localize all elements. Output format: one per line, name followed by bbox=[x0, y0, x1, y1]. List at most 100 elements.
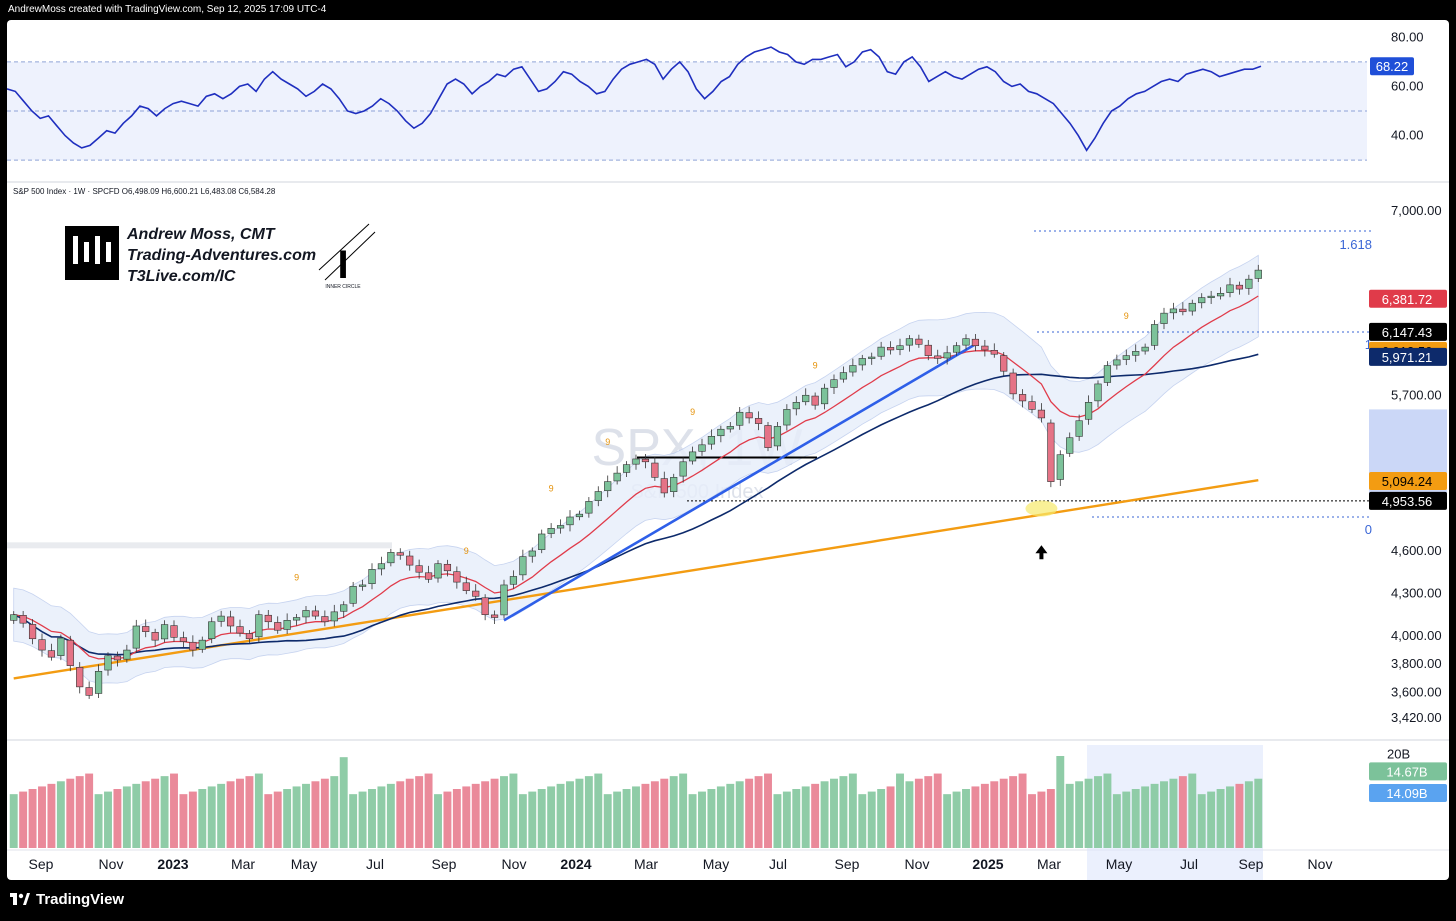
candle-body bbox=[453, 571, 461, 583]
candle-body bbox=[321, 616, 329, 623]
candle-body bbox=[38, 639, 46, 651]
volume-bar bbox=[141, 781, 150, 848]
time-axis-label: Nov bbox=[905, 856, 930, 872]
candle-body bbox=[10, 614, 18, 621]
candle-body bbox=[811, 395, 819, 406]
candle-body bbox=[622, 464, 631, 473]
candle-body bbox=[556, 525, 565, 529]
candle-body bbox=[387, 552, 395, 564]
candle-body bbox=[1009, 372, 1017, 395]
volume-bar bbox=[358, 791, 367, 848]
volume-bar bbox=[28, 789, 37, 848]
candle-body bbox=[1216, 293, 1225, 297]
volume-bar bbox=[660, 778, 669, 848]
candle-body bbox=[783, 409, 791, 426]
time-axis-label: Jul bbox=[1180, 856, 1198, 872]
candle-body bbox=[170, 625, 178, 638]
tradingview-logo[interactable]: TradingView bbox=[10, 891, 124, 908]
volume-bar bbox=[990, 781, 999, 848]
volume-bar bbox=[1094, 776, 1102, 848]
volume-bar bbox=[170, 773, 178, 848]
volume-bar bbox=[415, 776, 424, 848]
candle-body bbox=[830, 379, 838, 388]
volume-bar bbox=[47, 783, 56, 848]
candle-body bbox=[349, 586, 357, 604]
volume-bar bbox=[735, 781, 744, 848]
symbol-ohlc-line: S&P 500 Index · 1W · SPCFD O6,498.09 H6,… bbox=[13, 187, 275, 196]
volume-bars bbox=[9, 756, 1263, 848]
volume-bar bbox=[679, 773, 688, 848]
volume-bar bbox=[386, 783, 395, 848]
ohlc-low: L6,483.08 bbox=[200, 187, 237, 196]
price-tick-label: 7,000.00 bbox=[1391, 203, 1442, 218]
candle-body bbox=[915, 338, 923, 345]
time-axis-label: Nov bbox=[1308, 856, 1333, 872]
volume-bar bbox=[632, 786, 640, 848]
price-tick-label: 3,420.00 bbox=[1391, 710, 1442, 725]
volume-bar bbox=[1009, 776, 1018, 848]
time-axis-label: Mar bbox=[1037, 856, 1061, 872]
candle-body bbox=[670, 477, 678, 492]
time-axis-label: May bbox=[1106, 856, 1132, 872]
candle-body bbox=[736, 411, 744, 426]
candle-body bbox=[490, 614, 499, 618]
candle-body bbox=[472, 590, 480, 597]
time-axis-label: Sep bbox=[29, 856, 54, 872]
volume-label-badge bbox=[1369, 762, 1447, 781]
price-label-text: 5,971.21 bbox=[1382, 350, 1433, 365]
candle-body bbox=[698, 444, 706, 452]
candle-body bbox=[632, 458, 640, 465]
footer-bar: TradingView bbox=[0, 880, 1456, 921]
candle-body bbox=[886, 347, 895, 351]
candle-body bbox=[1188, 302, 1196, 312]
ohlc-high: H6,600.21 bbox=[161, 187, 199, 196]
volume-bar bbox=[1207, 791, 1216, 848]
volume-bar bbox=[547, 786, 556, 848]
candle-body bbox=[679, 461, 687, 477]
volume-bar bbox=[1046, 789, 1055, 848]
candle-body bbox=[1084, 402, 1093, 420]
volume-bar bbox=[603, 794, 612, 848]
volume-bar bbox=[1075, 781, 1084, 848]
author-logo-candle bbox=[106, 242, 111, 262]
sequential-count-label: 9 bbox=[813, 360, 818, 370]
candle-body bbox=[802, 394, 810, 403]
volume-bar bbox=[217, 783, 226, 848]
candle-body bbox=[443, 563, 452, 572]
sma-30-line bbox=[13, 353, 1259, 656]
rsi-tick-label: 60.00 bbox=[1391, 78, 1424, 93]
volume-bar bbox=[905, 781, 914, 848]
volume-bar bbox=[500, 776, 508, 848]
candle-body bbox=[528, 550, 536, 557]
low-highlight bbox=[1025, 500, 1058, 517]
volume-bar bbox=[179, 794, 188, 848]
volume-bar bbox=[1254, 778, 1263, 848]
candle-body bbox=[575, 513, 584, 518]
candle-body bbox=[726, 426, 734, 430]
prior-high-zone bbox=[7, 542, 392, 549]
symbol-name: S&P 500 Index · 1W · SPCFD bbox=[13, 187, 120, 196]
candle-body bbox=[47, 650, 56, 658]
price-label-text: 4,953.56 bbox=[1382, 494, 1433, 509]
time-axis-label: Nov bbox=[502, 856, 527, 872]
volume-bar bbox=[782, 791, 791, 848]
candle-body bbox=[123, 649, 131, 660]
ohlc-close: C6,584.28 bbox=[238, 187, 276, 196]
volume-bar bbox=[151, 778, 160, 848]
candle-body bbox=[566, 516, 574, 526]
candle-body bbox=[274, 622, 282, 631]
volume-bar bbox=[924, 776, 933, 848]
volume-bar bbox=[471, 783, 480, 848]
volume-bar bbox=[85, 773, 94, 848]
volume-label-text: 14.67B bbox=[1386, 764, 1427, 779]
volume-bar bbox=[320, 778, 329, 848]
volume-bar bbox=[754, 776, 763, 848]
time-axis-label: Mar bbox=[634, 856, 658, 872]
volume-bar bbox=[132, 783, 141, 848]
candle-body bbox=[820, 387, 829, 405]
price-tick-label: 3,800.00 bbox=[1391, 656, 1442, 671]
candle-body bbox=[189, 641, 197, 651]
volume-bar bbox=[38, 786, 46, 848]
